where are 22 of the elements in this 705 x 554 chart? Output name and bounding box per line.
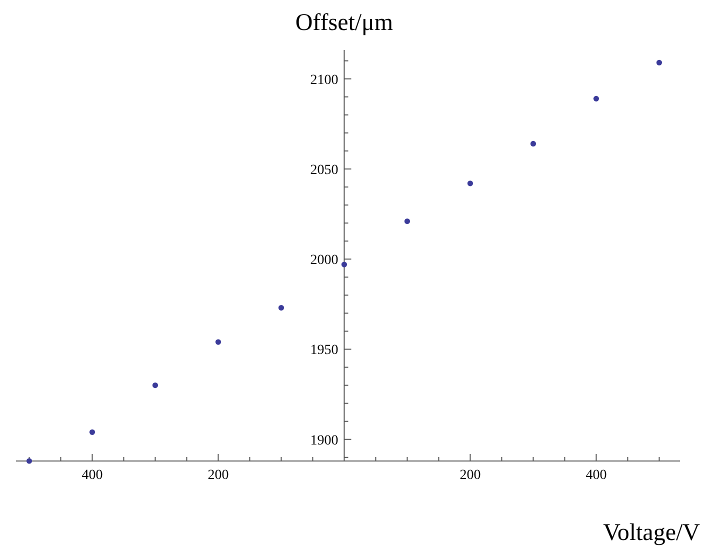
point — [152, 382, 158, 388]
y-tick-label: 2000 — [310, 253, 338, 268]
point — [278, 304, 284, 311]
y-tick-label: 2050 — [310, 162, 338, 178]
point — [89, 429, 96, 435]
x-tick-label: 400 — [82, 468, 103, 483]
x-tick-label: 200 — [208, 468, 229, 483]
x-tick-label: 400 — [586, 468, 607, 483]
point — [26, 458, 32, 464]
point — [656, 60, 662, 66]
point — [593, 96, 600, 102]
point — [404, 218, 410, 224]
x-axis-title: Voltage/V — [603, 520, 701, 546]
y-tick-label: 1900 — [310, 433, 338, 448]
point — [215, 339, 222, 345]
point — [341, 262, 348, 268]
point — [467, 180, 474, 186]
y-tick-label: 2100 — [310, 72, 338, 88]
point — [530, 140, 536, 147]
x-tick-label: 200 — [460, 468, 481, 483]
y-axis-title: Offset/μm — [295, 10, 394, 36]
y-tick-label: 1950 — [310, 343, 338, 358]
